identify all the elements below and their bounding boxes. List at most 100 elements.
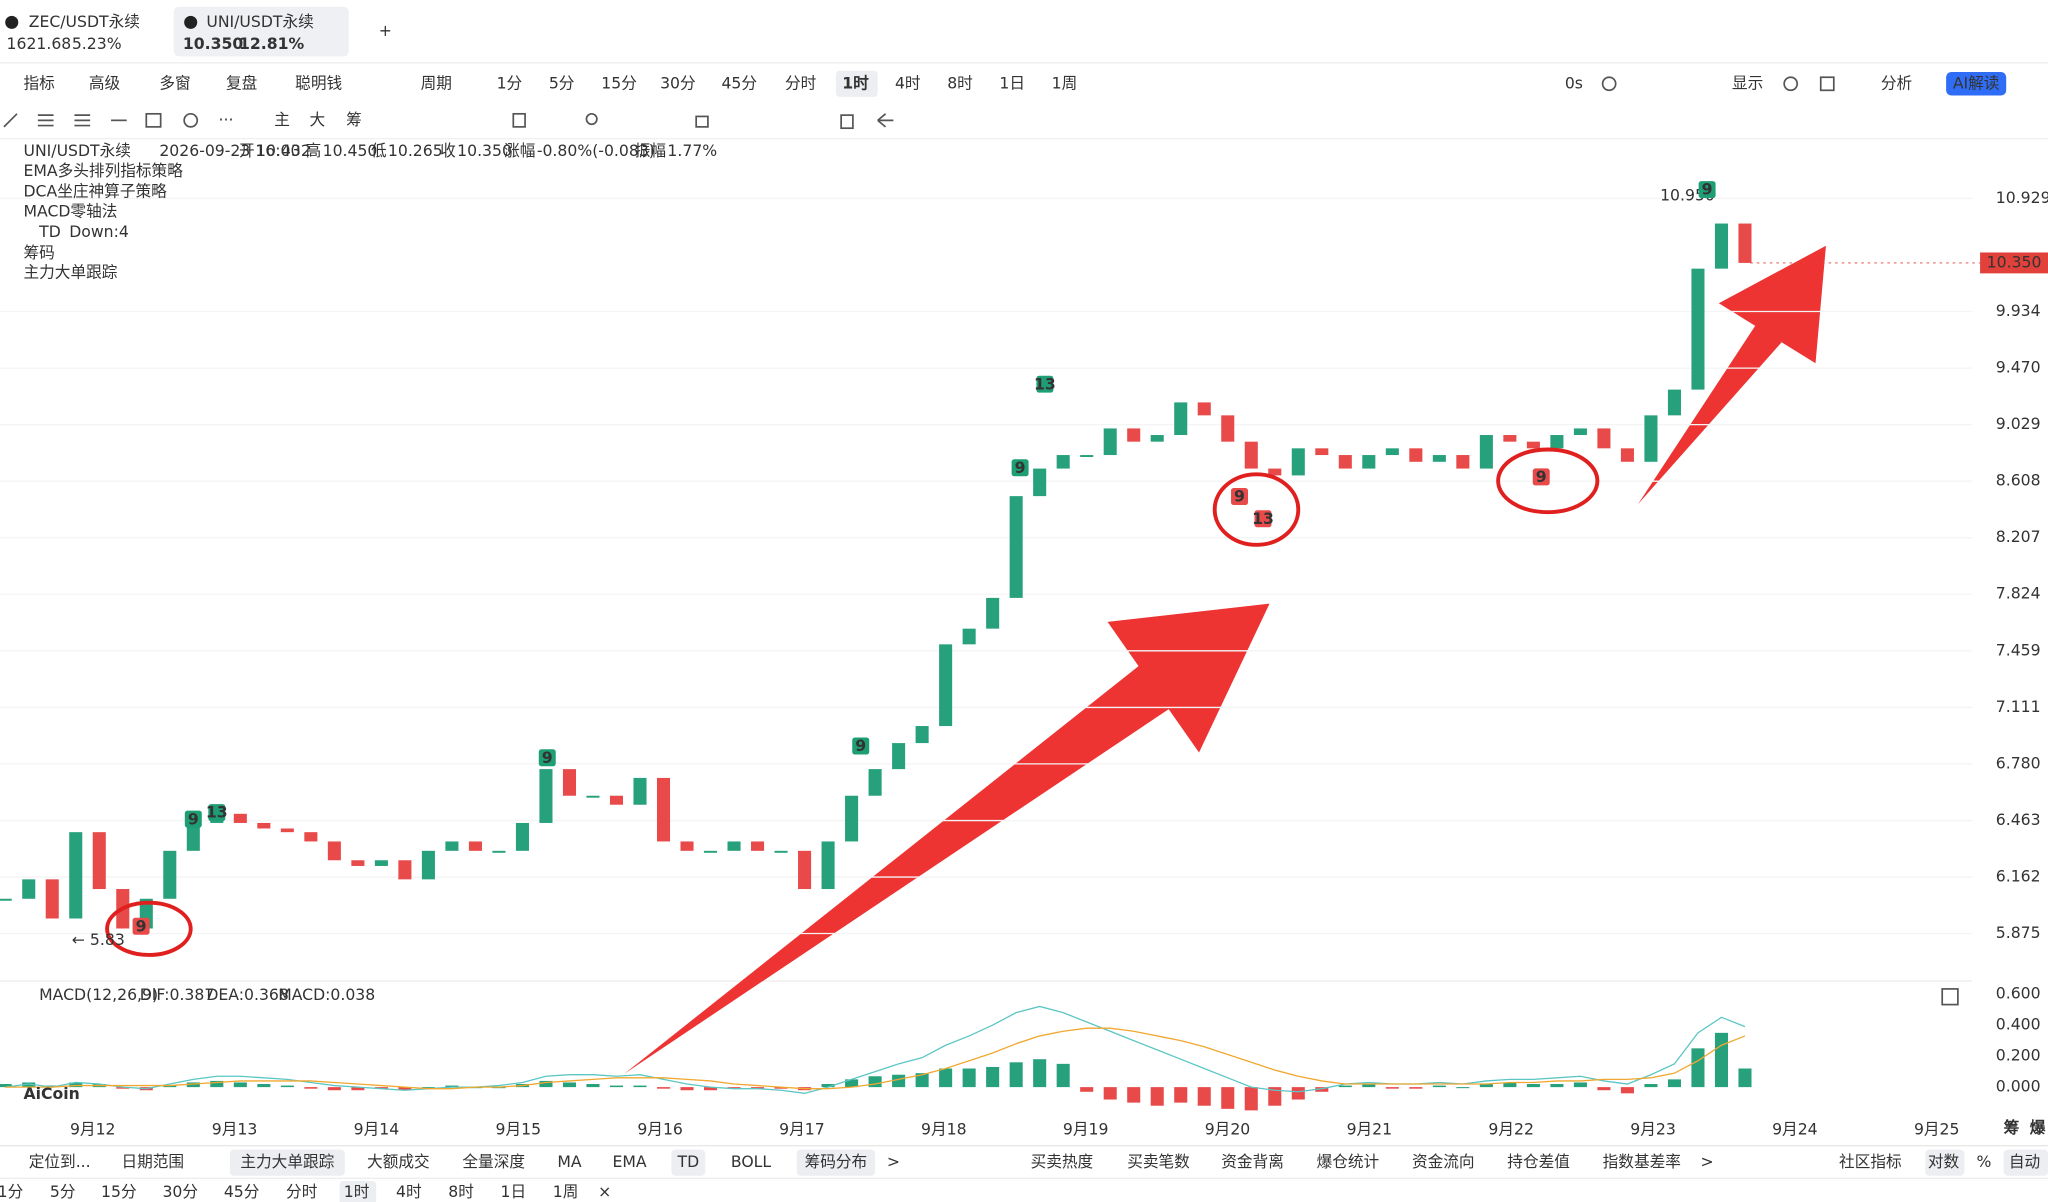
indicator-tab[interactable]: 大额成交 xyxy=(367,1152,430,1171)
icon[interactable] xyxy=(585,112,598,126)
data-tab[interactable]: 爆仓统计 xyxy=(1317,1152,1380,1171)
data-tab[interactable]: > xyxy=(1701,1152,1714,1171)
data-tab[interactable]: 买卖笔数 xyxy=(1127,1152,1190,1171)
drawing-tool[interactable]: 主 xyxy=(274,110,290,129)
ai-button[interactable] xyxy=(1946,72,2007,96)
period[interactable]: 分时 xyxy=(785,73,817,92)
tool[interactable]: 高级 xyxy=(89,73,121,92)
icon[interactable] xyxy=(695,115,709,128)
indicator-tab[interactable]: TD xyxy=(677,1152,700,1171)
period[interactable]: 5分 xyxy=(549,73,575,92)
period-bar-item[interactable]: 5分 xyxy=(50,1182,76,1201)
data-tab[interactable]: 买卖热度 xyxy=(1031,1152,1094,1171)
data-tab[interactable]: 资金流向 xyxy=(1412,1152,1475,1171)
period-bar-item[interactable]: 15分 xyxy=(101,1182,137,1201)
indicator[interactable]: DCA坐庄神算子策略 xyxy=(24,182,168,201)
bottom-left[interactable]: 日期范围 xyxy=(121,1152,184,1171)
icon[interactable] xyxy=(512,112,526,128)
tool[interactable]: 指标 xyxy=(24,73,55,92)
period-bar-item[interactable]: × xyxy=(598,1182,611,1201)
period-bar-item[interactable]: 8时 xyxy=(448,1182,474,1201)
td-marker: 9 xyxy=(1234,487,1245,506)
indicator-tab[interactable]: EMA xyxy=(612,1152,646,1171)
period[interactable]: 1日 xyxy=(999,73,1025,92)
icon[interactable] xyxy=(183,112,199,128)
bottom-right[interactable]: 对数 xyxy=(1928,1152,1960,1171)
period[interactable]: 15分 xyxy=(601,73,637,92)
icon[interactable] xyxy=(1783,76,1799,92)
indicator-tab[interactable]: 全量深度 xyxy=(462,1152,525,1171)
period-bar-item[interactable]: 1日 xyxy=(500,1182,526,1201)
indicator[interactable]: MACD零轴法 xyxy=(24,201,118,220)
bottom-left[interactable]: 定位到... xyxy=(29,1152,91,1171)
macd-bar xyxy=(1385,1087,1399,1089)
period[interactable]: 4时 xyxy=(895,73,921,92)
tab-bg[interactable] xyxy=(339,1180,377,1202)
period[interactable]: 30分 xyxy=(660,73,696,92)
icon[interactable] xyxy=(3,113,18,128)
close-icon[interactable] xyxy=(184,15,198,29)
toolbar-right[interactable]: 分析 xyxy=(1881,73,1912,92)
toolbar-right[interactable]: 显示 xyxy=(1732,73,1763,92)
indicator[interactable]: 筹码 xyxy=(24,243,55,262)
macd-tick-label: 0.000 xyxy=(1996,1077,2041,1096)
period-bar-item[interactable]: 30分 xyxy=(162,1182,198,1201)
candle xyxy=(1432,455,1446,462)
icon[interactable] xyxy=(840,114,854,130)
drawing-tool[interactable]: ··· xyxy=(218,110,233,129)
drawing-tool[interactable]: 筹 xyxy=(346,110,362,129)
icon[interactable] xyxy=(877,113,894,128)
indicator-tab[interactable]: MA xyxy=(557,1152,582,1171)
candle xyxy=(1150,435,1164,442)
tab-symbol[interactable]: ZEC/USDT永续 xyxy=(29,12,140,31)
macd-bar xyxy=(751,1087,765,1089)
drawing-tool[interactable]: 大 xyxy=(310,110,326,129)
new-tab[interactable]: + xyxy=(379,21,392,40)
candle xyxy=(892,743,906,770)
period-bar-item[interactable]: 1周 xyxy=(553,1182,579,1201)
tool[interactable]: 复盘 xyxy=(226,73,257,92)
period-bar-item[interactable]: 45分 xyxy=(224,1182,260,1201)
indicator-tab[interactable]: BOLL xyxy=(731,1152,772,1171)
indicator-tab[interactable]: > xyxy=(887,1152,900,1171)
bottom-right[interactable]: 社区指标 xyxy=(1839,1152,1902,1171)
period-bar-item[interactable]: 1时 xyxy=(344,1182,370,1201)
period[interactable]: 45分 xyxy=(721,73,757,92)
tool[interactable]: 聪明钱 xyxy=(295,73,342,92)
indicator[interactable]: EMA多头排列指标策略 xyxy=(24,161,184,180)
toolbar-right[interactable]: AI解读 xyxy=(1953,73,2000,92)
period[interactable]: 1分 xyxy=(497,73,523,92)
period-label[interactable]: 周期 xyxy=(421,73,452,92)
toolbar-right[interactable]: 0s xyxy=(1565,73,1583,92)
candle xyxy=(1691,268,1705,390)
period[interactable]: 1时 xyxy=(842,73,869,92)
icon[interactable] xyxy=(1601,76,1617,92)
bottom-right[interactable]: % xyxy=(1977,1152,1992,1171)
period-bar-item[interactable]: 4时 xyxy=(396,1182,422,1201)
icon[interactable] xyxy=(145,112,162,128)
expand-icon[interactable] xyxy=(1941,988,1959,1006)
close-icon[interactable] xyxy=(5,15,19,29)
period[interactable]: 1周 xyxy=(1052,73,1078,92)
indicator[interactable]: 主力大单跟踪 xyxy=(24,263,118,282)
tab-symbol[interactable]: UNI/USDT永续 xyxy=(206,12,313,31)
tab-bg[interactable] xyxy=(1925,1149,1965,1176)
tab-bg[interactable] xyxy=(671,1149,706,1176)
data-tab[interactable]: 指数基差率 xyxy=(1603,1152,1681,1171)
tab-bg[interactable] xyxy=(2003,1149,2048,1176)
active-tab-bg[interactable] xyxy=(173,6,349,57)
period-bar-item[interactable]: 1分 xyxy=(0,1182,24,1201)
data-tab[interactable]: 持仓差值 xyxy=(1507,1152,1570,1171)
tool[interactable]: 多窗 xyxy=(159,73,190,92)
icon[interactable] xyxy=(1819,76,1835,92)
indicator-tab[interactable]: 主力大单跟踪 xyxy=(240,1152,334,1171)
period[interactable]: 8时 xyxy=(947,73,973,92)
indicator[interactable]: TD xyxy=(38,222,61,241)
data-tab[interactable]: 资金背离 xyxy=(1221,1152,1284,1171)
tab-bg[interactable] xyxy=(796,1149,876,1176)
tab-bg[interactable] xyxy=(229,1149,345,1176)
bottom-right[interactable]: 自动 xyxy=(2009,1152,2040,1171)
period-bar-item[interactable]: 分时 xyxy=(286,1182,318,1201)
indicator-tab[interactable]: 筹码分布 xyxy=(805,1152,868,1171)
active-period-bg[interactable] xyxy=(835,70,878,97)
